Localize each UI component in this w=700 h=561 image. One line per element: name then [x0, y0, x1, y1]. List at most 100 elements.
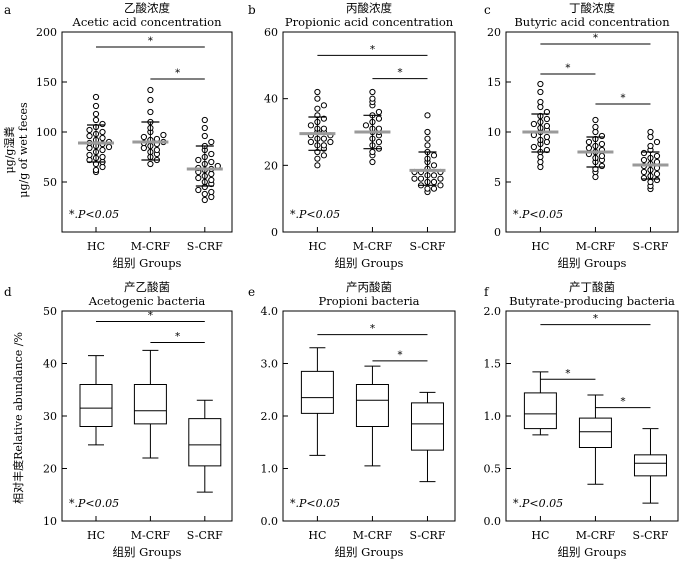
data-point — [369, 95, 376, 102]
data-point — [86, 144, 93, 152]
data-point — [424, 128, 431, 136]
panel-title-en: Butyric acid concentration — [514, 15, 670, 29]
panel-letter: e — [248, 285, 255, 299]
data-point — [92, 110, 100, 118]
significance-note-star: * — [290, 497, 296, 510]
y-tick-label: 4.0 — [261, 305, 279, 318]
data-point — [201, 196, 208, 204]
data-point — [369, 158, 376, 166]
significance-note-text: .P<0.05 — [296, 497, 341, 510]
data-point — [585, 138, 593, 146]
data-point — [208, 193, 215, 201]
data-point — [147, 96, 154, 104]
data-point — [647, 142, 654, 150]
data-point — [208, 170, 215, 178]
data-point — [530, 143, 538, 151]
y-axis-label-bottom: 相对丰度Relative abundance /% — [11, 332, 25, 504]
data-point — [598, 162, 606, 170]
significance-note: *.P<0.05 — [69, 208, 119, 221]
data-point — [160, 131, 167, 139]
data-point — [92, 166, 100, 174]
data-point — [369, 88, 376, 96]
data-point — [424, 135, 431, 142]
data-point — [99, 163, 106, 171]
x-tick-label: M-CRF — [576, 529, 616, 542]
significance-note-star: * — [69, 208, 75, 221]
data-point — [195, 174, 202, 182]
data-point — [320, 142, 327, 149]
significance-star: * — [175, 332, 180, 343]
box-iqr — [523, 392, 557, 430]
data-point — [537, 98, 544, 106]
y-tick-label: 3.0 — [261, 358, 279, 371]
data-point — [592, 116, 599, 124]
significance-note-text: .P<0.05 — [75, 497, 120, 510]
panel-title-cn: 乙酸浓度 — [124, 1, 170, 15]
data-point — [307, 138, 314, 146]
box-iqr — [79, 384, 113, 427]
box-iqr — [355, 384, 389, 427]
significance-star: * — [148, 311, 153, 322]
x-axis-label: 组别 Groups — [113, 545, 182, 559]
significance-note-star: * — [513, 497, 519, 510]
x-axis-label: 组别 Groups — [113, 256, 182, 270]
data-point — [543, 138, 551, 146]
data-point — [640, 174, 648, 182]
box-iqr — [578, 417, 612, 449]
significance-note-text: .P<0.05 — [519, 208, 564, 221]
significance-star: * — [620, 93, 625, 104]
panel-title-cn: 产乙酸菌 — [124, 280, 170, 294]
data-point — [537, 153, 544, 161]
data-point — [592, 123, 599, 131]
significance-star: * — [370, 324, 375, 335]
data-point — [411, 175, 418, 182]
data-point — [208, 176, 215, 184]
significance-note-star: * — [513, 208, 519, 221]
data-point — [537, 163, 544, 171]
y-tick-label: 0 — [271, 226, 278, 239]
significance-star: * — [565, 63, 570, 74]
data-point — [140, 144, 147, 152]
data-point — [208, 150, 215, 158]
data-point — [417, 175, 425, 182]
data-point — [537, 80, 544, 88]
significance-star: * — [565, 368, 570, 379]
data-point — [99, 146, 106, 154]
data-point — [530, 120, 538, 128]
data-point — [598, 140, 606, 148]
panel-title-en: Acetogenic bacteria — [88, 294, 206, 308]
data-point — [598, 132, 606, 140]
x-tick-label: M-CRF — [131, 529, 171, 542]
y-tick-label: 20 — [264, 159, 278, 172]
data-point — [147, 160, 154, 168]
significance-star: * — [397, 68, 402, 79]
data-point — [140, 133, 147, 141]
y-tick-label: 10 — [43, 515, 57, 528]
y-tick-label: 30 — [43, 410, 57, 423]
panel-letter: a — [4, 3, 11, 17]
x-axis-label: 组别 Groups — [558, 256, 627, 270]
panel-title-en: Propioni bacteria — [319, 294, 420, 308]
y-tick-label: 200 — [36, 26, 57, 39]
data-point — [92, 93, 100, 101]
x-tick-label: HC — [531, 240, 549, 253]
data-point — [86, 132, 93, 140]
data-point — [598, 152, 606, 160]
significance-note: *.P<0.05 — [513, 208, 563, 221]
data-point — [208, 188, 215, 196]
panel-letter: b — [248, 3, 256, 17]
y-tick-label: 0.0 — [261, 515, 279, 528]
data-point — [362, 122, 370, 129]
y-tick-label: 40 — [43, 358, 57, 371]
significance-star: * — [370, 44, 375, 55]
y-tick-label: 10 — [487, 126, 501, 139]
data-point — [430, 178, 438, 186]
data-point — [375, 138, 383, 146]
